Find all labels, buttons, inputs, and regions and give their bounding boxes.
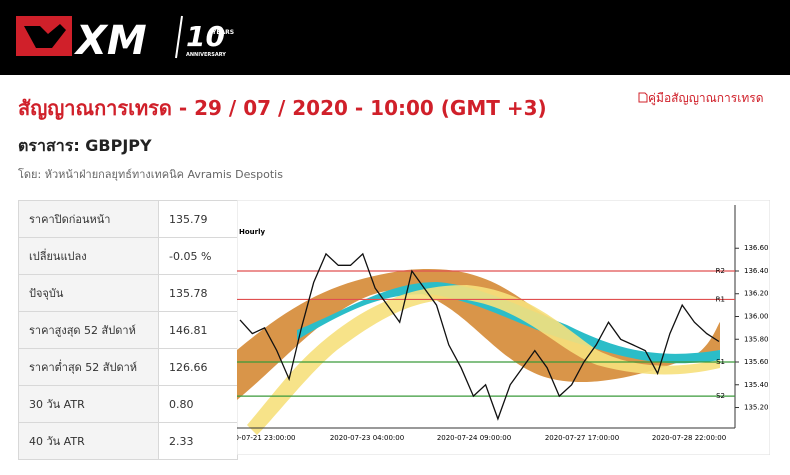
level-label: R1	[716, 295, 725, 303]
logo-years: YEARS	[211, 29, 234, 36]
y-tick-label: 135.40	[744, 381, 769, 389]
cell-label: ราคาสูงสุด 52 สัปดาห์	[18, 311, 159, 349]
cell-value: 2.33	[158, 422, 238, 460]
guide-link-text[interactable]: คู่มือสัญญาณการเทรด	[648, 91, 764, 105]
cell-label: เปลี่ยนแปลง	[18, 237, 159, 275]
pdf-icon	[638, 92, 648, 103]
cell-value: 146.81	[158, 311, 238, 349]
cell-label: ราคาต่ำสุด 52 สัปดาห์	[18, 348, 159, 386]
table-row: ราคาสูงสุด 52 สัปดาห์ 146.81	[18, 311, 238, 349]
cell-value: 0.80	[158, 385, 238, 423]
level-label: R2	[716, 267, 725, 275]
cell-value: 135.79	[158, 200, 238, 238]
level-label: S2	[716, 392, 725, 400]
table-row: ราคาต่ำสุด 52 สัปดาห์ 126.66	[18, 348, 238, 386]
logo-text: XM	[73, 18, 147, 64]
table-row: 30 วัน ATR 0.80	[18, 385, 238, 423]
instrument: ตราสาร: GBPJPY	[18, 136, 152, 155]
x-tick-label: 2020-07-24 09:00:00	[437, 434, 511, 442]
cell-label: 30 วัน ATR	[18, 385, 159, 423]
logo-number: 10	[186, 20, 225, 53]
y-tick-label: 136.60	[744, 244, 769, 252]
cell-label: ปัจจุบัน	[18, 274, 159, 312]
logo[interactable]: XM 10 YEARS ANNIVERSARY	[16, 15, 234, 64]
logo-bull	[24, 24, 66, 48]
cell-value: -0.05 %	[158, 237, 238, 275]
x-tick-label: 2020-07-28 22:00:00	[652, 434, 726, 442]
header: XM 10 YEARS ANNIVERSARY	[0, 0, 790, 75]
y-tick-label: 136.40	[744, 267, 769, 275]
table-row: 40 วัน ATR 2.33	[18, 422, 238, 460]
table-row: ปัจจุบัน 135.78	[18, 274, 238, 312]
y-tick-label: 135.60	[744, 358, 769, 366]
page-title: สัญญาณการเทรด - 29 / 07 / 2020 - 10:00 (…	[18, 96, 547, 120]
cell-value: 135.78	[158, 274, 238, 312]
logo-divider	[175, 15, 183, 59]
x-tick-label: 2020-07-23 04:00:00	[330, 434, 404, 442]
logo-anniversary: ANNIVERSARY	[186, 52, 226, 58]
price-line	[239, 252, 720, 421]
guide-link[interactable]: คู่มือสัญญาณการเทรด	[638, 89, 764, 108]
y-tick-label: 135.20	[744, 404, 769, 412]
y-tick-label: 136.20	[744, 290, 769, 298]
x-tick-label: 0-07-21 23:00:00	[237, 434, 295, 442]
info-table: ราคาปิดก่อนหน้า 135.79 เปลี่ยนแปลง -0.05 % ป…	[18, 200, 238, 460]
band-cloud	[247, 285, 720, 435]
cell-label: 40 วัน ATR	[18, 422, 159, 460]
timeframe: Hourly	[239, 228, 266, 236]
table-row: เปลี่ยนแปลง -0.05 %	[18, 237, 238, 275]
level-label: S1	[716, 358, 725, 366]
cell-label: ราคาปิดก่อนหน้า	[18, 200, 159, 238]
cell-value: 126.66	[158, 348, 238, 386]
table-row: ราคาปิดก่อนหน้า 135.79	[18, 200, 238, 238]
y-tick-label: 136.00	[744, 313, 769, 321]
chart: Hourly 136.60 136.40 136.20 136.00 135.80 135…	[237, 200, 770, 455]
y-tick-label: 135.80	[744, 335, 769, 343]
band-outer	[237, 269, 720, 400]
x-tick-label: 2020-07-27 17:00:00	[545, 434, 619, 442]
band-inner	[297, 282, 720, 364]
author: โดย: หัวหน้าฝ่ายกลยุทธ์ทางเทคนิค Avramis…	[18, 168, 283, 181]
